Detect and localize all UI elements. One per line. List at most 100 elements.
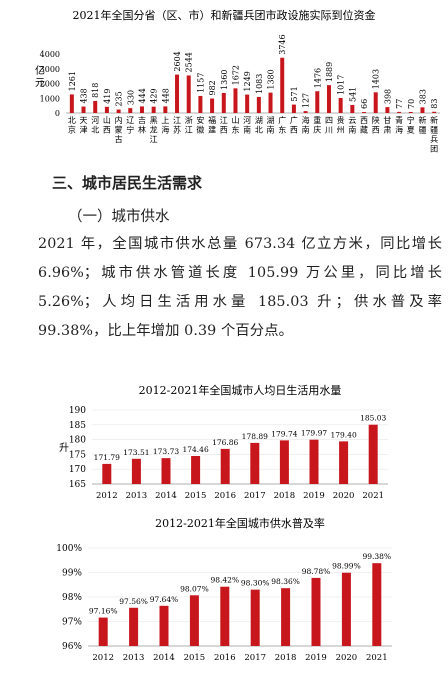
x-tick-label: 2012 [96,491,118,501]
x-tick-label: 湖 [267,116,275,125]
bar [131,458,141,484]
bar [397,111,402,113]
x-tick-label: 海 [395,125,403,135]
bar [175,74,180,113]
x-tick-label: 兵 [430,134,438,144]
bar [311,577,321,646]
x-tick-label: 西 [290,126,298,135]
data-label: 330 [126,90,135,105]
x-tick-label: 江 [150,135,158,144]
x-tick-label: 陕 [372,115,380,125]
bar [338,97,343,113]
x-tick-label: 疆 [430,126,438,135]
x-tick-label: 山 [103,115,111,125]
bar [372,563,382,646]
x-tick-label: 夏 [407,126,415,135]
x-tick-label: 西 [220,126,228,135]
x-tick-label: 2016 [214,653,236,663]
x-tick-label: 2019 [305,653,327,663]
bar [309,439,319,484]
x-tick-label: 贵 [337,115,345,125]
x-tick-label: 2016 [214,491,236,501]
data-label: 176.86 [212,438,238,447]
bar [191,455,201,484]
x-tick-label: 宁 [126,125,134,135]
bar [163,106,168,113]
data-label: 818 [91,83,100,98]
x-tick-label: 西 [360,116,368,125]
x-tick-label: 古 [115,134,123,144]
data-label: 1889 [325,62,334,82]
x-tick-label: 肃 [383,125,391,135]
x-tick-label: 甘 [383,115,391,125]
y-tick-label: 97% [62,618,82,628]
data-label: 1017 [337,75,346,95]
y-tick-label: 165 [69,480,86,490]
data-label: 185.03 [360,414,386,423]
bar [198,95,203,113]
data-label: 98.42% [210,576,239,585]
bar [408,111,413,113]
data-label: 77 [395,99,404,109]
per-capita-water-chart: 2012-2021年全国城市人均日生活用水量 165 170 175 180 185 190… [59,383,388,501]
x-tick-label: 2018 [275,653,297,663]
x-tick-label: 河 [91,115,99,125]
bar [129,607,139,646]
bar [128,108,133,113]
y-tick-label: 1000 [40,94,60,103]
data-label: 398 [383,89,392,104]
bar [279,440,289,484]
data-label: 1083 [255,74,264,94]
y-tick-label: 190 [69,406,86,416]
data-label: 173.73 [153,447,179,456]
data-label: 2604 [173,51,182,71]
x-tick-label: 团 [430,145,438,154]
x-tick-label: 天 [80,116,88,125]
bar [220,586,230,646]
data-label: 173.51 [123,448,149,457]
data-label: 429 [150,88,159,103]
x-tick-label: 2015 [184,653,206,663]
bar [280,57,285,113]
data-label: 419 [103,89,112,104]
data-label: 2544 [185,52,194,72]
y-axis-label: 亿 [35,64,45,77]
bar [159,605,169,646]
bar [385,107,390,113]
data-label: 171.79 [94,453,120,462]
section-title: 三、城市居民生活需求 [52,174,203,192]
x-tick-label: 州 [337,126,345,135]
bar [303,111,308,113]
bar [362,112,367,113]
data-label: 438 [80,88,89,103]
data-label: 98.36% [271,577,300,586]
x-tick-label: 2019 [303,491,325,501]
data-label: 541 [348,87,357,102]
y-tick-label: 170 [69,465,86,475]
x-tick-label: 四 [325,116,333,125]
x-tick-label: 南 [243,125,251,135]
data-label: 1249 [243,71,252,91]
x-tick-label: 辽 [126,116,134,125]
data-label: 444 [138,88,147,103]
x-tick-label: 林 [138,125,146,135]
data-label: 383 [418,89,427,104]
x-tick-label: 2015 [185,491,207,501]
data-label: 448 [161,88,170,103]
bar [368,424,378,484]
x-tick-label: 2017 [244,653,266,663]
data-label: 66 [360,99,369,109]
x-tick-label: 北 [91,126,99,135]
bar [93,100,98,113]
y-tick-label: 185 [69,421,86,431]
data-label: 1157 [196,73,205,93]
bar [116,109,121,113]
bar [161,458,171,484]
data-label: 235 [115,91,124,106]
bar [81,106,86,113]
bar [245,94,250,113]
x-tick-label: 福 [208,116,216,125]
x-tick-label: 山 [231,115,239,125]
x-tick-label: 2014 [153,653,175,663]
x-tick-label: 西 [103,126,111,135]
